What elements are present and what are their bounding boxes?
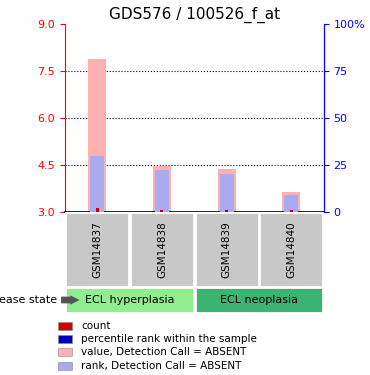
Bar (153, 166, 171, 212)
Bar (88, 59, 106, 212)
Title: GDS576 / 100526_f_at: GDS576 / 100526_f_at (109, 7, 280, 23)
Text: GSM14839: GSM14839 (222, 221, 232, 278)
Text: GSM14837: GSM14837 (92, 221, 102, 278)
Bar (195, 287, 323, 313)
Bar (95, 208, 99, 212)
Bar (58, 335, 72, 343)
Bar (65, 212, 129, 287)
Bar (155, 170, 169, 212)
Bar (90, 156, 104, 212)
Text: percentile rank within the sample: percentile rank within the sample (81, 334, 257, 344)
Text: ECL neoplasia: ECL neoplasia (220, 295, 298, 305)
Text: rank, Detection Call = ABSENT: rank, Detection Call = ABSENT (81, 361, 242, 371)
Text: ECL hyperplasia: ECL hyperplasia (85, 295, 174, 305)
Text: GSM14840: GSM14840 (286, 221, 296, 278)
Bar (282, 192, 300, 212)
Bar (58, 362, 72, 370)
Text: disease state: disease state (0, 295, 57, 305)
Bar (218, 169, 236, 212)
Bar (219, 174, 234, 212)
Text: value, Detection Call = ABSENT: value, Detection Call = ABSENT (81, 347, 246, 357)
Bar (225, 210, 228, 212)
Bar (259, 212, 323, 287)
Text: count: count (81, 321, 111, 331)
Bar (160, 210, 164, 212)
Text: GSM14838: GSM14838 (157, 221, 167, 278)
Bar (195, 212, 259, 287)
Bar (130, 212, 194, 287)
Bar (290, 210, 293, 212)
Bar (58, 322, 72, 330)
Bar (284, 195, 299, 212)
Bar (58, 348, 72, 356)
Bar (65, 287, 194, 313)
